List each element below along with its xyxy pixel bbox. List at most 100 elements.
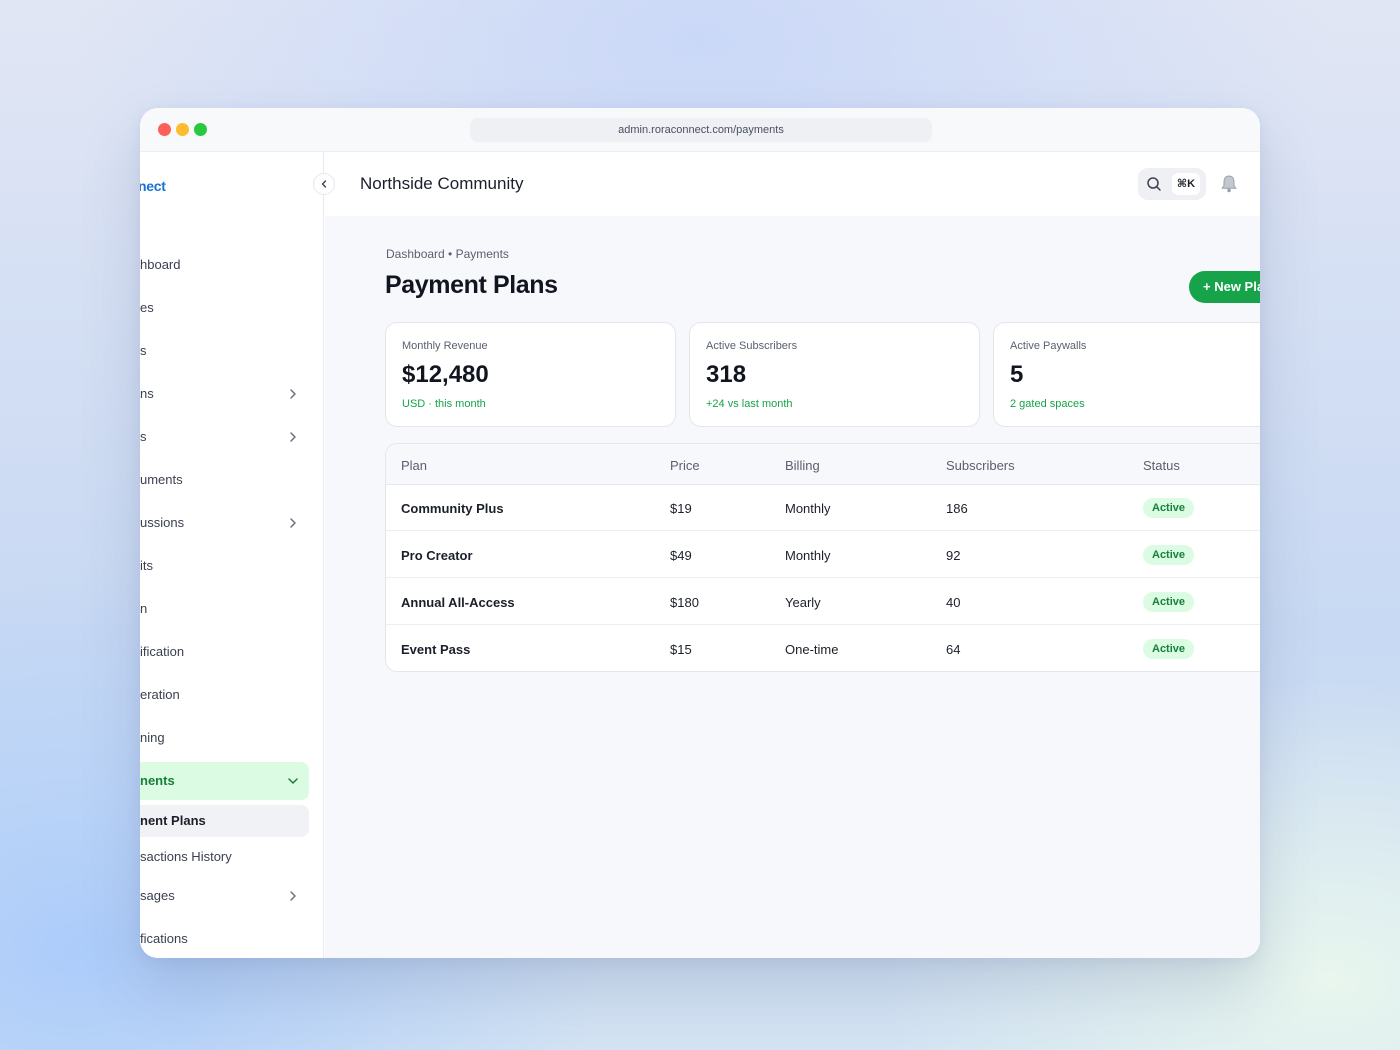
new-plan-button[interactable]: + New Plan	[1189, 271, 1260, 303]
logo: nect	[140, 178, 166, 194]
sidebar-subitem-payment-plans[interactable]: nent Plans	[140, 805, 309, 837]
status-badge: Active	[1143, 592, 1195, 612]
plan-billing: Monthly	[785, 501, 831, 516]
stat-subtext: +24 vs last month	[706, 398, 793, 410]
sidebar-item-verification[interactable]: ification	[140, 633, 309, 671]
sidebar-item-documents[interactable]: uments	[140, 461, 309, 499]
page-title: Payment Plans	[385, 271, 558, 299]
collapse-sidebar-button[interactable]	[313, 173, 335, 195]
close-window-button[interactable]	[158, 123, 171, 136]
browser-window: admin.roraconnect.com/payments nect hboa…	[140, 108, 1260, 958]
sidebar-item-label: s	[140, 343, 147, 358]
sidebar-item-label: ification	[140, 644, 185, 659]
stat-label: Monthly Revenue	[402, 340, 488, 352]
stat-card-monthly-revenue: Monthly Revenue $12,480 USD · this month	[385, 322, 676, 427]
plan-price: $15	[670, 642, 692, 657]
plan-billing: Yearly	[785, 595, 821, 610]
sidebar-item-label: hboard	[140, 257, 181, 272]
sidebar-item-label: ussions	[140, 515, 185, 530]
sidebar-item-5[interactable]: s	[140, 418, 309, 456]
sidebar-item-label: eration	[140, 687, 180, 702]
chevron-right-icon	[290, 518, 296, 528]
sidebar-item-label: ns	[140, 386, 154, 401]
column-header-status[interactable]: Status	[1143, 458, 1180, 473]
sidebar-item-8[interactable]: its	[140, 547, 309, 585]
status-badge: Active	[1143, 498, 1195, 518]
plan-name: Community Plus	[401, 501, 504, 516]
sidebar-item-3[interactable]: s	[140, 332, 309, 370]
stat-card-active-subscribers: Active Subscribers 318 +24 vs last month	[689, 322, 980, 427]
plan-name: Event Pass	[401, 642, 471, 657]
plan-name: Annual All-Access	[401, 595, 515, 610]
stat-value: 318	[706, 361, 747, 388]
sidebar-item-label: n	[140, 601, 148, 616]
stat-label: Active Paywalls	[1010, 340, 1087, 352]
search-shortcut-hint: ⌘K	[1172, 173, 1200, 195]
column-header-plan[interactable]: Plan	[401, 458, 428, 473]
sidebar-item-4[interactable]: ns	[140, 375, 309, 413]
stat-subtext: 2 gated spaces	[1010, 398, 1085, 410]
plan-subscribers: 92	[946, 548, 961, 563]
sidebar-item-label: nents	[140, 773, 175, 788]
stat-subtext: USD · this month	[402, 398, 486, 410]
table-row[interactable]: Community Plus $19 Monthly 186 Active	[386, 485, 1260, 531]
plan-price: $19	[670, 501, 692, 516]
sidebar-item-12[interactable]: ning	[140, 719, 309, 757]
top-bar: Northside Community ⌘K	[325, 152, 1260, 216]
chevron-right-icon	[290, 891, 296, 901]
chevron-down-icon	[288, 778, 298, 784]
sidebar-item-9[interactable]: n	[140, 590, 309, 628]
plan-subscribers: 186	[946, 501, 968, 516]
plan-subscribers: 40	[946, 595, 961, 610]
column-header-billing[interactable]: Billing	[785, 458, 820, 473]
plan-name: Pro Creator	[401, 548, 473, 563]
sidebar-item-payments[interactable]: nents	[140, 762, 309, 800]
plan-price: $49	[670, 548, 692, 563]
sidebar-item-label: ning	[140, 730, 165, 745]
column-header-price[interactable]: Price	[670, 458, 700, 473]
plan-billing: Monthly	[785, 548, 831, 563]
stat-value: $12,480	[402, 361, 489, 388]
sidebar-item-messages[interactable]: sages	[140, 877, 309, 915]
stat-label: Active Subscribers	[706, 340, 798, 352]
chevron-left-icon	[321, 180, 327, 188]
breadcrumb: Dashboard • Payments	[386, 247, 509, 261]
sidebar-item-label: sages	[140, 888, 175, 903]
status-badge: Active	[1143, 639, 1195, 659]
column-header-subscribers[interactable]: Subscribers	[946, 458, 1015, 473]
search-button[interactable]: ⌘K	[1138, 168, 1206, 200]
sidebar-subitem-transactions-history[interactable]: sactions History	[140, 841, 309, 873]
table-row[interactable]: Annual All-Access $180 Yearly 40 Active	[386, 579, 1260, 625]
sidebar-item-dashboard[interactable]: hboard	[140, 246, 309, 284]
search-icon	[1147, 177, 1161, 191]
chevron-right-icon	[290, 389, 296, 399]
sidebar-item-moderation[interactable]: eration	[140, 676, 309, 714]
community-name: Northside Community	[360, 174, 524, 193]
stat-value: 5	[1010, 361, 1024, 388]
status-badge: Active	[1143, 545, 1195, 565]
bell-icon[interactable]	[1220, 174, 1238, 194]
sidebar-item-notifications[interactable]: fications	[140, 920, 309, 958]
main-content: Dashboard • Payments Payment Plans + New…	[325, 216, 1260, 958]
maximize-window-button[interactable]	[194, 123, 207, 136]
sidebar-item-label: its	[140, 558, 153, 573]
sidebar-item-label: es	[140, 300, 154, 315]
sidebar: nect hboard es s ns s uments ussions its	[140, 152, 324, 958]
plan-subscribers: 64	[946, 642, 961, 657]
table-header: Plan Price Billing Subscribers Status	[386, 444, 1260, 485]
url-bar[interactable]: admin.roraconnect.com/payments	[470, 118, 932, 142]
sidebar-item-label: uments	[140, 472, 183, 487]
plans-table: Plan Price Billing Subscribers Status Co…	[385, 443, 1260, 672]
sidebar-item-label: fications	[140, 931, 188, 946]
table-row[interactable]: Event Pass $15 One-time 64 Active	[386, 626, 1260, 671]
plan-billing: One-time	[785, 642, 839, 657]
stat-card-active-paywalls: Active Paywalls 5 2 gated spaces	[993, 322, 1260, 427]
sidebar-subitem-label: sactions History	[140, 849, 232, 864]
minimize-window-button[interactable]	[176, 123, 189, 136]
sidebar-item-2[interactable]: es	[140, 289, 309, 327]
chevron-right-icon	[290, 432, 296, 442]
sidebar-item-label: s	[140, 429, 147, 444]
sidebar-item-discussions[interactable]: ussions	[140, 504, 309, 542]
table-row[interactable]: Pro Creator $49 Monthly 92 Active	[386, 532, 1260, 578]
plan-price: $180	[670, 595, 699, 610]
